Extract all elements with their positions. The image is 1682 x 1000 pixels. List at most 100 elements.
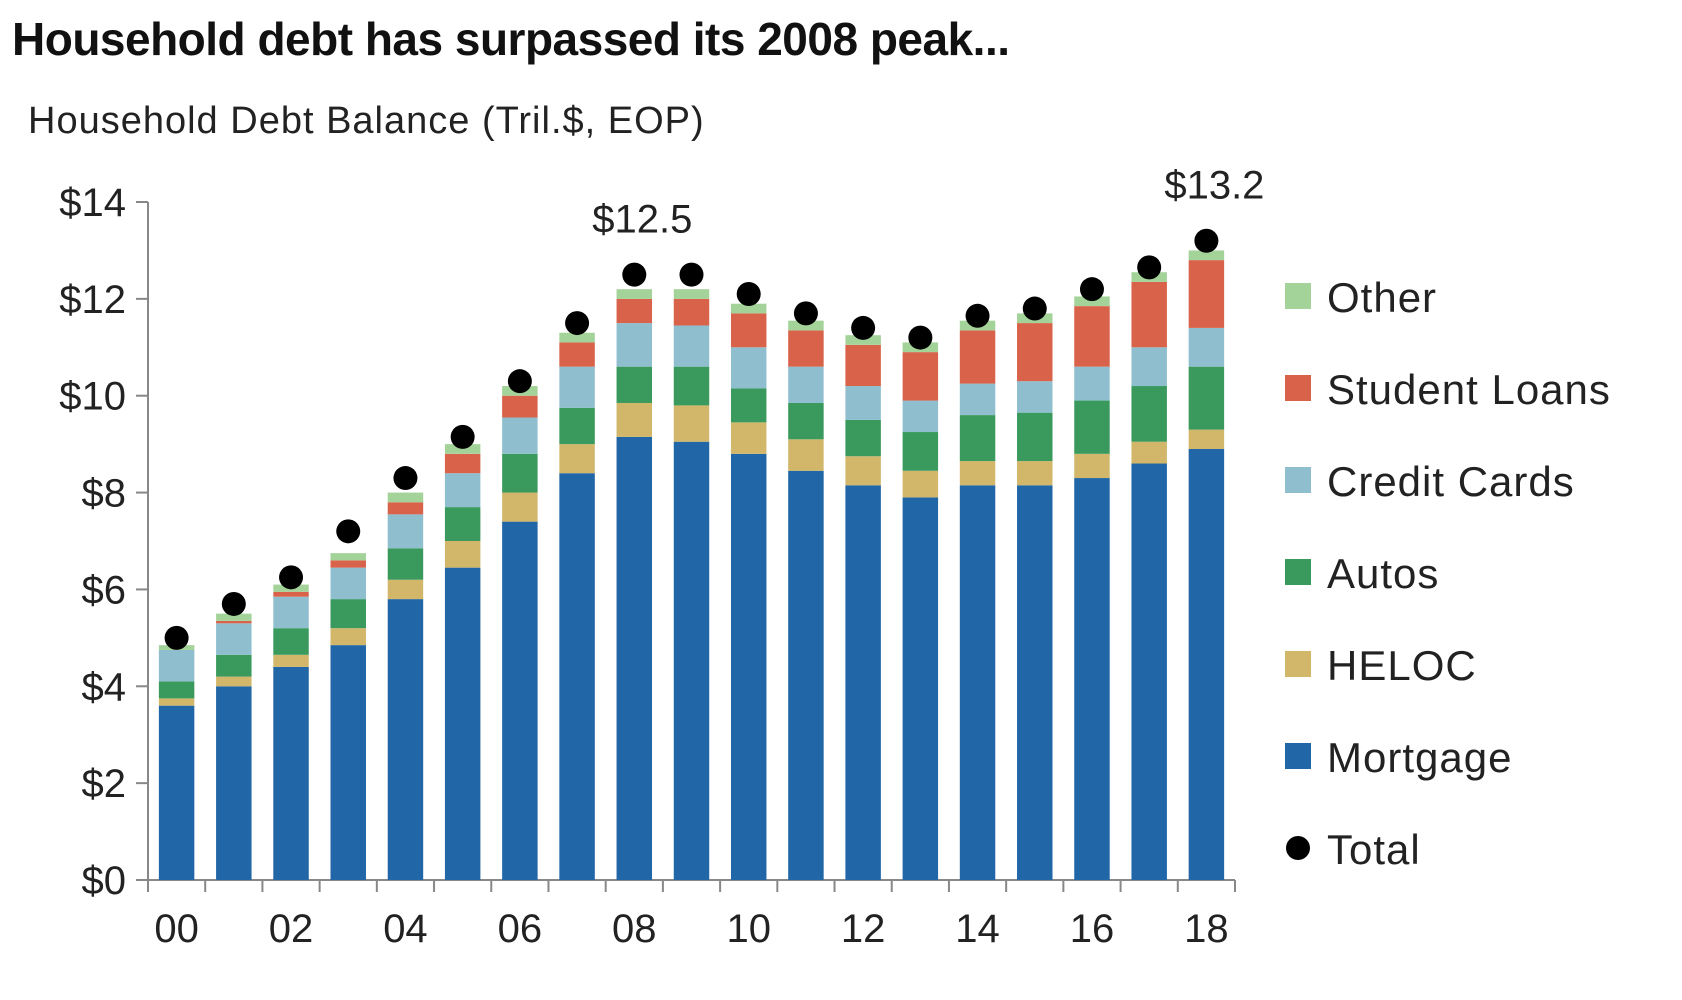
bar-mortgage (673, 441, 710, 880)
bar-mortgage (559, 473, 595, 880)
bar-credit-cards (216, 623, 252, 655)
peak-annotations: $12.5 $13.2 (592, 164, 1264, 242)
bar-student-loans (788, 330, 824, 367)
bar-heloc (788, 439, 824, 471)
x-tick-label: 18 (1184, 907, 1229, 951)
bar-mortgage (273, 666, 309, 880)
bar-autos (902, 432, 939, 471)
y-tick-label: $10 (59, 375, 126, 419)
total-marker (851, 315, 876, 340)
bar-other (673, 289, 710, 299)
bar-autos (845, 419, 881, 457)
total-marker (336, 519, 361, 544)
bar-heloc (502, 492, 538, 522)
bar-credit-cards (959, 383, 996, 416)
bar-heloc (1074, 453, 1110, 479)
bar-credit-cards (902, 400, 939, 433)
bar-credit-cards (1074, 366, 1110, 401)
peak-label: $12.5 (592, 198, 692, 242)
bar-other (788, 320, 824, 331)
legend: Other Student Loans Credit Cards Autos HELOC… (1285, 274, 1610, 873)
total-marker (908, 325, 933, 350)
bar-autos (1188, 366, 1225, 430)
bar-other (1074, 296, 1110, 307)
total-marker (507, 369, 532, 394)
bar-mortgage (216, 686, 252, 880)
bar-mortgage (616, 436, 653, 880)
bar-credit-cards (273, 596, 309, 629)
x-tick-label: 02 (269, 907, 314, 951)
bar-credit-cards (559, 366, 595, 408)
total-marker (279, 565, 304, 590)
bar-autos (959, 415, 996, 462)
total-markers (164, 228, 1219, 650)
bar-student-loans (216, 620, 252, 624)
total-marker (679, 262, 704, 287)
legend-swatch (1285, 283, 1311, 309)
legend-label: Credit Cards (1327, 458, 1575, 505)
bar-credit-cards (444, 473, 481, 508)
bar-mortgage (1188, 448, 1225, 880)
bar-credit-cards (1017, 381, 1053, 413)
bar-autos (1017, 412, 1053, 462)
bar-autos (444, 507, 481, 541)
y-tick-label: $0 (82, 859, 127, 903)
bar-autos (387, 548, 424, 580)
bar-mortgage (444, 567, 481, 880)
bar-student-loans (444, 453, 481, 474)
bar-heloc (330, 628, 366, 646)
bar-student-loans (673, 298, 710, 326)
bar-student-loans (1074, 306, 1110, 367)
bar-heloc (387, 579, 424, 600)
y-tick-label: $4 (82, 665, 127, 709)
bar-credit-cards (158, 649, 195, 682)
legend-label: Other (1327, 274, 1437, 321)
bar-heloc (959, 461, 996, 486)
bar-credit-cards (1131, 347, 1167, 387)
total-marker (221, 591, 246, 616)
legend-label: HELOC (1327, 642, 1477, 689)
bar-credit-cards (502, 417, 538, 454)
bar-credit-cards (845, 386, 881, 420)
bar-mortgage (387, 599, 424, 880)
legend-marker (1286, 836, 1310, 860)
total-marker (393, 466, 418, 491)
bar-autos (502, 453, 538, 493)
legend-label: Mortgage (1327, 734, 1512, 781)
total-marker (1022, 296, 1047, 321)
bar-autos (330, 599, 366, 629)
bar-heloc (673, 405, 710, 442)
total-marker (1194, 228, 1219, 253)
bar-mortgage (730, 453, 767, 880)
bar-student-loans (330, 560, 366, 568)
bar-student-loans (616, 298, 653, 324)
legend-swatch (1285, 559, 1311, 585)
bar-autos (216, 654, 252, 677)
total-marker (450, 424, 475, 449)
bar-credit-cards (1188, 327, 1225, 367)
bar-autos (1074, 400, 1110, 454)
y-axis: $0 $2 $4 $6 $8 $10 $12 $14 (59, 181, 149, 903)
x-tick-label: 00 (154, 907, 199, 951)
bar-heloc (273, 654, 309, 667)
y-tick-label: $14 (59, 181, 126, 225)
y-tick-label: $8 (82, 472, 127, 516)
bars (158, 250, 1225, 880)
bar-student-loans (959, 330, 996, 384)
bar-student-loans (273, 591, 309, 597)
legend-swatch (1285, 467, 1311, 493)
bar-autos (559, 407, 595, 445)
legend-label: Total (1327, 826, 1421, 873)
bar-heloc (616, 402, 653, 437)
total-marker (965, 303, 990, 328)
bar-mortgage (1131, 463, 1167, 880)
bar-autos (273, 628, 309, 655)
bar-heloc (845, 456, 881, 486)
bar-heloc (1131, 441, 1167, 464)
total-marker (793, 301, 818, 326)
bar-other (330, 553, 366, 561)
total-marker (565, 311, 590, 336)
bar-student-loans (559, 342, 595, 367)
bar-student-loans (1131, 281, 1167, 348)
bar-mortgage (158, 705, 195, 880)
